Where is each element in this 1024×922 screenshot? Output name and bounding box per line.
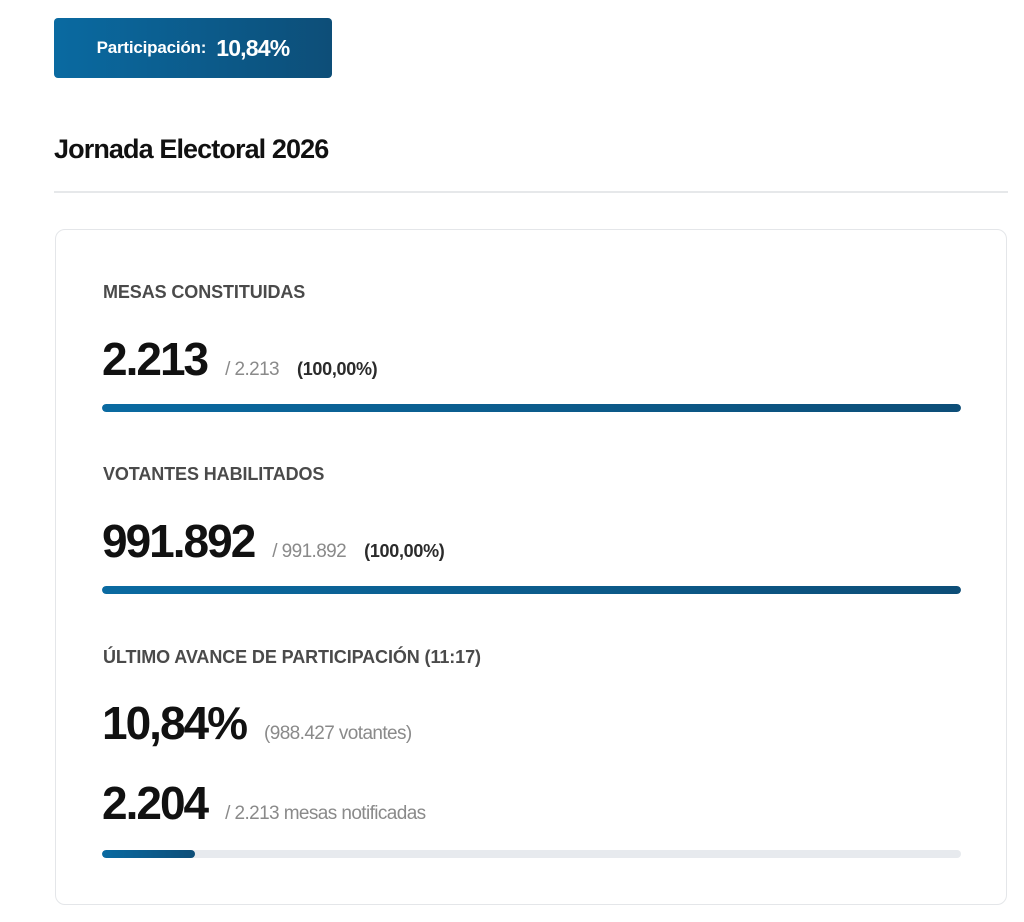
participation-badge-value: 10,84% (216, 34, 290, 61)
page-title: Jornada Electoral 2026 (54, 134, 329, 164)
avance-voters-note: (988.427 votantes) (264, 723, 412, 744)
mesas-percent: (100,00%) (297, 359, 378, 379)
avance-participation-value: 10,84% (102, 697, 248, 749)
votantes-progress-bar (102, 586, 961, 594)
participation-badge: Participación: 10,84% (54, 18, 332, 78)
votantes-stat-row: 991.892 / 991.892 (100,00%) (102, 514, 445, 568)
mesas-total: / 2.213 (225, 359, 280, 380)
mesas-stat-row: 2.213 / 2.213 (100,00%) (102, 332, 378, 386)
mesas-progress-fill (102, 404, 961, 412)
avance-label: ÚLTIMO AVANCE DE PARTICIPACIÓN (11:17) (103, 647, 481, 667)
mesas-value: 2.213 (102, 333, 209, 385)
participation-badge-label: Participación: (96, 38, 207, 57)
avance-participation-row: 10,84% (988.427 votantes) (102, 696, 412, 750)
votantes-total: / 991.892 (272, 541, 347, 562)
votantes-progress-fill (102, 586, 961, 594)
votantes-percent: (100,00%) (364, 541, 445, 561)
stats-card: MESAS CONSTITUIDAS 2.213 / 2.213 (100,00… (55, 229, 1007, 905)
avance-progress-bar (102, 850, 961, 858)
mesas-label: MESAS CONSTITUIDAS (103, 282, 306, 302)
avance-mesas-value: 2.204 (102, 777, 209, 829)
avance-progress-fill (102, 850, 195, 858)
avance-mesas-note: / 2.213 mesas notificadas (225, 803, 426, 824)
title-divider (54, 191, 1008, 193)
avance-mesas-row: 2.204 / 2.213 mesas notificadas (102, 776, 426, 830)
mesas-progress-bar (102, 404, 961, 412)
votantes-value: 991.892 (102, 515, 256, 567)
votantes-label: VOTANTES HABILITADOS (103, 464, 325, 484)
